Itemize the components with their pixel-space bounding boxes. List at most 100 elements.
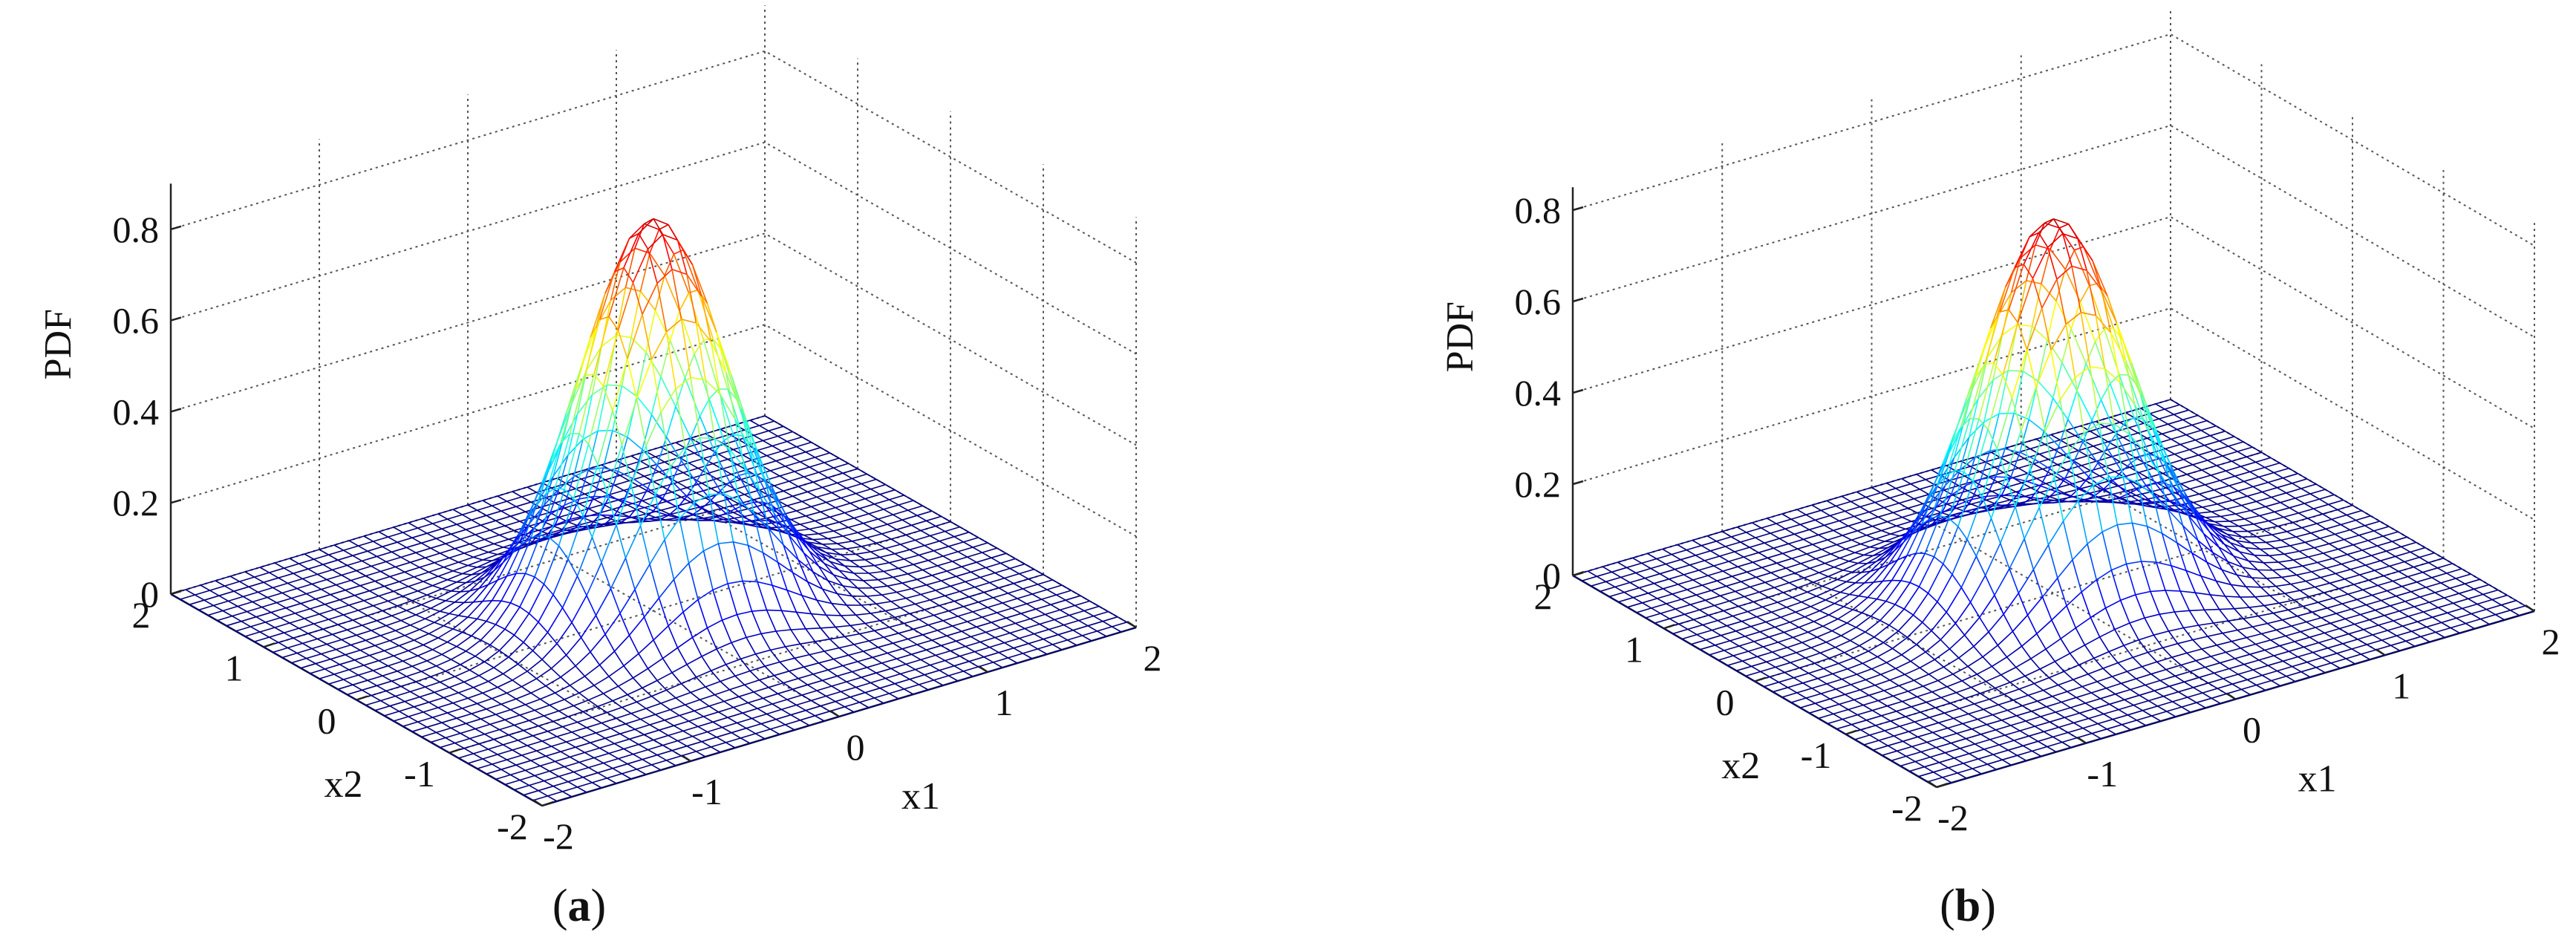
mesh-segment <box>500 769 511 776</box>
mesh-segment <box>1650 567 1660 575</box>
mesh-segment <box>477 763 492 769</box>
mesh-segment <box>306 588 322 595</box>
mesh-segment <box>2246 451 2262 457</box>
mesh-segment <box>388 600 398 607</box>
mesh-segment <box>993 597 1003 604</box>
mesh-segment <box>586 562 602 596</box>
mesh-segment <box>681 492 697 498</box>
mesh-segment <box>302 573 318 580</box>
mesh-segment <box>638 739 654 746</box>
mesh-segment <box>774 675 784 684</box>
mesh-segment <box>473 687 483 694</box>
mesh-segment <box>291 593 307 599</box>
mesh-segment <box>399 645 409 652</box>
mesh-segment <box>781 450 792 457</box>
mesh-segment <box>816 599 832 604</box>
mesh-segment <box>764 661 780 667</box>
mesh-segment <box>1836 578 1847 583</box>
mesh-segment <box>846 487 856 495</box>
mesh-segment <box>1632 597 1643 604</box>
mesh-segment <box>473 753 483 760</box>
mesh-segment <box>499 728 509 736</box>
mesh-segment <box>2182 414 2199 421</box>
mesh-segment <box>2094 341 2111 384</box>
grid-line <box>1572 33 2535 247</box>
mesh-segment <box>584 664 600 677</box>
mesh-segment <box>809 550 820 567</box>
mesh-segment <box>831 603 842 616</box>
mesh-segment <box>889 688 904 694</box>
mesh-segment <box>1927 564 1944 594</box>
mesh-segment <box>467 564 477 568</box>
mesh-segment <box>414 633 429 641</box>
mesh-segment <box>1735 625 1752 632</box>
mesh-segment <box>870 610 886 614</box>
mesh-segment <box>428 567 444 573</box>
mesh-segment <box>2208 498 2218 505</box>
mesh-segment <box>538 594 554 623</box>
mesh-segment <box>454 590 470 603</box>
mesh-segment <box>2204 440 2220 446</box>
mesh-segment <box>1758 552 1768 558</box>
mesh-segment <box>997 547 1007 554</box>
mesh-segment <box>669 447 686 468</box>
mesh-segment <box>2273 467 2289 474</box>
mesh-segment <box>463 675 480 683</box>
mesh-segment <box>1901 477 1911 485</box>
mesh-segment <box>660 509 671 515</box>
mesh-segment <box>742 712 752 720</box>
mesh-segment <box>2051 469 2067 475</box>
mesh-segment <box>497 491 513 497</box>
mesh-segment <box>636 695 652 703</box>
mesh-segment <box>1078 615 1094 622</box>
mesh-segment <box>345 584 361 591</box>
mesh-segment <box>550 413 567 461</box>
mesh-segment <box>811 441 821 449</box>
mesh-segment <box>625 248 636 288</box>
mesh-segment <box>664 518 680 541</box>
mesh-segment <box>842 468 858 474</box>
mesh-segment <box>321 653 331 660</box>
mesh-segment <box>796 446 806 453</box>
mesh-segment <box>2103 480 2113 490</box>
mesh-segment <box>393 716 409 722</box>
mesh-segment <box>2014 264 2024 269</box>
mesh-segment <box>1749 542 1765 548</box>
mesh-segment <box>603 693 613 702</box>
mesh-segment <box>549 704 559 712</box>
mesh-segment <box>1866 553 1882 564</box>
mesh-segment <box>1626 567 1637 574</box>
mesh-segment <box>1602 561 1618 567</box>
mesh-segment <box>1662 544 1678 550</box>
mesh-segment <box>362 620 377 626</box>
mesh-segment <box>1907 636 1917 645</box>
mesh-segment <box>307 564 324 570</box>
mesh-segment <box>976 622 992 627</box>
mesh-segment <box>1023 653 1033 659</box>
mesh-segment <box>2237 490 2248 497</box>
mesh-segment <box>2032 463 2044 470</box>
mesh-segment <box>463 547 480 554</box>
mesh-segment <box>1755 537 1765 544</box>
mesh-segment <box>1011 607 1022 614</box>
mesh-segment <box>993 593 1008 599</box>
mesh-segment <box>567 414 578 455</box>
mesh-segment <box>454 676 465 683</box>
mesh-segment <box>974 651 985 658</box>
mesh-segment <box>567 521 578 526</box>
mesh-segment <box>421 604 431 609</box>
mesh-segment <box>411 726 428 732</box>
mesh-segment <box>870 551 881 558</box>
mesh-segment <box>798 678 808 685</box>
mesh-segment <box>783 544 799 561</box>
mesh-segment <box>495 714 506 720</box>
mesh-segment <box>454 737 470 744</box>
mesh-segment <box>642 687 653 697</box>
mesh-segment <box>2015 448 2031 454</box>
mesh-segment <box>1777 596 1793 603</box>
mesh-segment <box>826 614 841 616</box>
mesh-segment <box>347 629 357 636</box>
mesh-segment <box>395 625 411 631</box>
mesh-segment <box>1845 506 1861 512</box>
mesh-segment <box>500 703 511 711</box>
